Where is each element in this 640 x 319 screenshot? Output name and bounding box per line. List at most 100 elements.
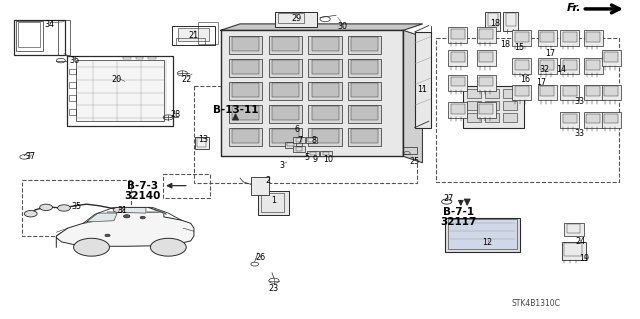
Bar xyxy=(308,59,342,77)
Bar xyxy=(308,36,342,54)
Bar xyxy=(348,105,381,123)
Text: 19: 19 xyxy=(579,254,589,263)
Bar xyxy=(306,137,317,143)
Circle shape xyxy=(105,234,110,237)
Text: 9: 9 xyxy=(312,155,317,164)
Bar xyxy=(312,129,339,143)
Text: B-7-3: B-7-3 xyxy=(127,181,157,191)
Bar xyxy=(503,101,517,110)
Bar xyxy=(308,82,342,100)
Text: B-7-1: B-7-1 xyxy=(443,207,474,217)
Bar xyxy=(604,52,618,62)
Polygon shape xyxy=(148,207,166,214)
Bar xyxy=(506,13,516,26)
Bar xyxy=(351,60,378,74)
Bar xyxy=(198,22,218,44)
Bar xyxy=(515,86,529,96)
Bar xyxy=(515,32,529,42)
Bar xyxy=(563,32,577,42)
Text: 29: 29 xyxy=(291,14,301,23)
Bar xyxy=(560,85,579,100)
Bar xyxy=(467,89,481,98)
Bar xyxy=(604,114,618,123)
Circle shape xyxy=(40,204,52,211)
Bar xyxy=(308,128,342,146)
Bar xyxy=(229,105,262,123)
Bar xyxy=(312,83,339,97)
Circle shape xyxy=(124,215,130,218)
Bar xyxy=(415,32,431,128)
Bar xyxy=(503,89,517,98)
Text: 16: 16 xyxy=(520,75,530,84)
Bar xyxy=(269,59,302,77)
Bar xyxy=(560,30,579,46)
Polygon shape xyxy=(221,30,403,156)
Text: B-13-11: B-13-11 xyxy=(212,105,259,115)
Bar xyxy=(540,32,554,42)
Bar xyxy=(351,129,378,143)
Bar xyxy=(261,193,284,212)
Bar xyxy=(488,13,498,26)
Bar xyxy=(586,86,600,96)
Circle shape xyxy=(24,211,37,217)
Bar xyxy=(272,106,299,120)
Bar xyxy=(564,243,582,256)
Text: 6: 6 xyxy=(294,125,300,134)
Text: 33: 33 xyxy=(574,97,584,106)
Text: 35: 35 xyxy=(72,202,82,211)
Circle shape xyxy=(113,207,124,212)
Bar xyxy=(479,52,493,62)
Bar xyxy=(312,60,339,74)
Bar xyxy=(448,102,467,118)
Bar xyxy=(229,36,262,54)
Bar xyxy=(232,129,259,143)
Bar xyxy=(269,82,302,100)
Bar xyxy=(308,105,342,123)
Bar xyxy=(272,83,299,97)
Text: 18: 18 xyxy=(500,40,511,48)
Bar xyxy=(560,58,579,74)
Bar xyxy=(269,128,302,146)
Text: 1: 1 xyxy=(271,196,276,204)
Bar xyxy=(586,32,600,42)
Bar xyxy=(448,50,467,66)
Bar xyxy=(512,85,531,100)
Text: 36: 36 xyxy=(69,56,79,65)
Polygon shape xyxy=(56,212,194,247)
Bar xyxy=(176,38,205,45)
Text: 2: 2 xyxy=(265,176,270,185)
Bar xyxy=(229,59,262,77)
Bar xyxy=(275,12,317,27)
Bar xyxy=(269,105,302,123)
Bar xyxy=(172,26,215,45)
Text: 21: 21 xyxy=(189,31,199,40)
Text: 22: 22 xyxy=(182,75,192,84)
Text: 20: 20 xyxy=(111,75,122,84)
Bar xyxy=(463,86,524,128)
Circle shape xyxy=(140,216,145,219)
Bar xyxy=(477,27,496,43)
Bar xyxy=(584,58,603,74)
Bar xyxy=(323,152,329,155)
Bar xyxy=(163,174,210,198)
Bar xyxy=(287,143,294,146)
Bar xyxy=(451,77,465,86)
Bar xyxy=(448,219,517,249)
Bar xyxy=(69,95,76,101)
Bar xyxy=(296,147,302,151)
Bar xyxy=(538,58,557,74)
Bar xyxy=(69,69,76,74)
Bar xyxy=(540,60,554,70)
Text: 32117: 32117 xyxy=(440,217,476,227)
Bar xyxy=(194,86,417,183)
Bar xyxy=(348,59,381,77)
Text: 8: 8 xyxy=(311,136,316,145)
Bar xyxy=(477,75,496,91)
Text: 31: 31 xyxy=(118,206,128,215)
Bar xyxy=(123,57,131,59)
Bar xyxy=(348,82,381,100)
Bar xyxy=(563,86,577,96)
Bar xyxy=(308,138,315,142)
Text: 25: 25 xyxy=(409,157,419,166)
Circle shape xyxy=(150,238,186,256)
